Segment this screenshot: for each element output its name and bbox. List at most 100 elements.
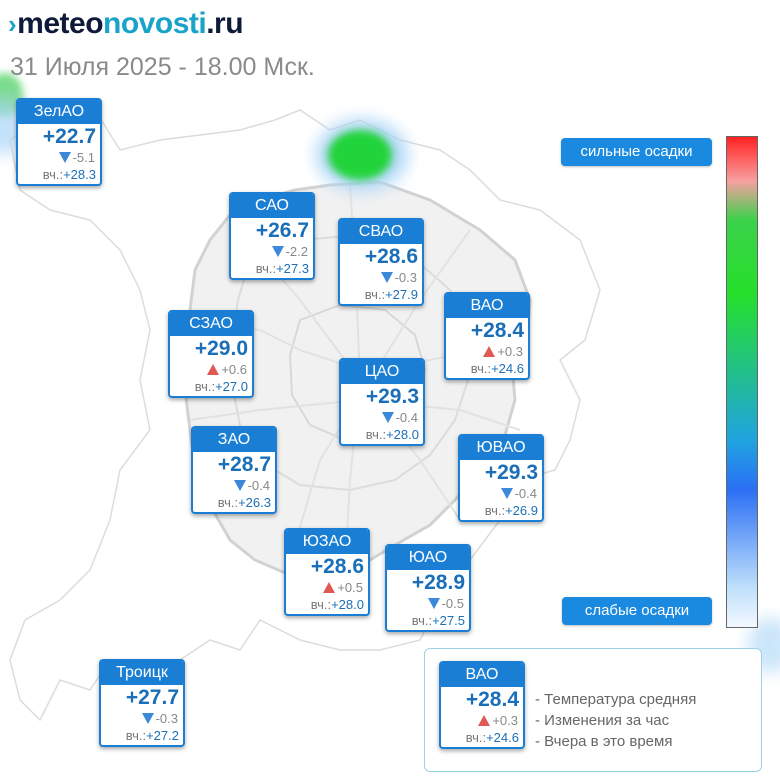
legend-sample-temp: +28.4 (465, 688, 519, 711)
legend-sample-yesterday: вч.:+24.6 (441, 729, 523, 747)
arrow-down-icon (58, 152, 71, 163)
district-yesterday: вч.:+28.0 (286, 596, 368, 614)
district-card-yuao[interactable]: ЮАО +28.9 -0.5 вч.:+27.5 (385, 544, 471, 632)
legend-line-change: - Изменения за час (535, 712, 670, 729)
district-card-zelao[interactable]: ЗелАО +22.7 -5.1 вч.:+28.3 (16, 98, 102, 186)
district-yesterday: вч.:+26.3 (193, 494, 275, 512)
district-yesterday-value: +28.3 (63, 167, 96, 182)
legend-line-yesterday: - Вчера в это время (535, 733, 673, 750)
district-yesterday: вч.:+28.0 (341, 426, 423, 444)
district-name: СВАО (340, 220, 422, 244)
arrow-down-icon (500, 488, 513, 499)
district-yesterday: вч.:+27.5 (387, 612, 469, 630)
district-card-sao[interactable]: САО +26.7 -2.2 вч.:+27.3 (229, 192, 315, 280)
district-card-yuzao[interactable]: ЮЗАО +28.6 +0.5 вч.:+28.0 (284, 528, 370, 616)
arrow-down-icon (233, 480, 246, 491)
district-card-cao[interactable]: ЦАО +29.3 -0.4 вч.:+28.0 (339, 358, 425, 446)
logo-text-part2: novosti (103, 7, 207, 40)
arrow-down-icon (141, 713, 154, 724)
arrow-up-icon (483, 346, 496, 357)
district-yesterday: вч.:+24.6 (446, 360, 528, 378)
district-name: ЮЗАО (286, 530, 368, 554)
legend-line-temp: - Температура средняя (535, 691, 697, 708)
district-yesterday-value: +24.6 (491, 361, 524, 376)
district-name: ЗелАО (18, 100, 100, 124)
district-yesterday-label: вч.: (484, 503, 506, 518)
district-change-value: -0.4 (514, 486, 537, 501)
logo-text-part1: meteo (17, 7, 104, 40)
district-change: -0.3 (101, 711, 183, 727)
district-yesterday-label: вч.: (255, 261, 277, 276)
district-temp: +28.7 (217, 453, 271, 476)
district-name: СЗАО (170, 312, 252, 336)
arrow-down-icon (271, 246, 284, 257)
logo-text-part3: .ru (206, 7, 244, 40)
precipitation-scale-bar (726, 136, 758, 628)
district-yesterday-value: +26.9 (505, 503, 538, 518)
district-change: -0.4 (460, 486, 542, 502)
district-change: -0.4 (341, 410, 423, 426)
forecast-date: 31 Июля 2025 - 18.00 Мск. (10, 53, 315, 81)
district-change-value: -0.3 (155, 711, 178, 726)
district-change: -0.3 (340, 270, 422, 286)
district-yesterday: вч.:+28.3 (18, 166, 100, 184)
district-yesterday: вч.:+27.0 (170, 378, 252, 396)
legend-sample-yesterday-value: +24.6 (486, 730, 519, 745)
district-name: ЮАО (387, 546, 469, 570)
district-change-value: -0.5 (441, 596, 464, 611)
district-change-value: -0.3 (394, 270, 417, 285)
district-yesterday-value: +27.2 (146, 728, 179, 743)
legend-sample-name: ВАО (441, 663, 523, 687)
district-change: +0.3 (446, 344, 528, 360)
arrow-down-icon (427, 598, 440, 609)
district-yesterday-label: вч.: (470, 361, 492, 376)
district-change: -0.4 (193, 478, 275, 494)
district-name: Троицк (101, 661, 183, 685)
district-name: САО (231, 194, 313, 218)
district-temp: +29.0 (194, 337, 248, 360)
legend-sample-yesterday-label: вч.: (465, 730, 487, 745)
district-change: -2.2 (231, 244, 313, 260)
district-yesterday-value: +27.9 (385, 287, 418, 302)
district-temp: +28.4 (470, 319, 524, 342)
district-temp: +22.7 (42, 125, 96, 148)
district-change-value: +0.6 (221, 362, 247, 377)
district-yesterday-value: +27.5 (432, 613, 465, 628)
district-card-troitsk[interactable]: Троицк +27.7 -0.3 вч.:+27.2 (99, 659, 185, 747)
district-card-zao[interactable]: ЗАО +28.7 -0.4 вч.:+26.3 (191, 426, 277, 514)
district-card-vao[interactable]: ВАО +28.4 +0.3 вч.:+24.6 (444, 292, 530, 380)
district-change-value: -5.1 (72, 150, 95, 165)
district-change: +0.6 (170, 362, 252, 378)
light-precip-label: слабые осадки (562, 597, 712, 625)
district-yesterday-label: вч.: (217, 495, 239, 510)
district-yesterday-value: +28.0 (331, 597, 364, 612)
district-temp: +29.3 (365, 385, 419, 408)
district-change: +0.5 (286, 580, 368, 596)
arrow-down-icon (381, 412, 394, 423)
district-yesterday-label: вч.: (310, 597, 332, 612)
district-change-value: +0.3 (497, 344, 523, 359)
arrow-up-icon (323, 582, 336, 593)
district-card-yuvao[interactable]: ЮВАО +29.3 -0.4 вч.:+26.9 (458, 434, 544, 522)
arrow-down-icon (380, 272, 393, 283)
district-yesterday-label: вч.: (411, 613, 433, 628)
district-temp: +27.7 (125, 686, 179, 709)
district-change-value: +0.5 (337, 580, 363, 595)
district-temp: +28.6 (364, 245, 418, 268)
district-card-svao[interactable]: СВАО +28.6 -0.3 вч.:+27.9 (338, 218, 424, 306)
district-temp: +28.6 (310, 555, 364, 578)
district-change-value: -2.2 (285, 244, 308, 259)
legend-descriptions: - Температура средняя - Изменения за час… (535, 689, 696, 752)
district-yesterday-label: вч.: (42, 167, 64, 182)
district-change: -0.5 (387, 596, 469, 612)
district-yesterday-value: +27.3 (276, 261, 309, 276)
site-logo[interactable]: ›meteonovosti.ru (8, 6, 244, 42)
arrow-up-icon (207, 364, 220, 375)
legend-sample-card: ВАО +28.4 +0.3 вч.:+24.6 (439, 661, 525, 749)
district-yesterday: вч.:+27.9 (340, 286, 422, 304)
district-card-szao[interactable]: СЗАО +29.0 +0.6 вч.:+27.0 (168, 310, 254, 398)
arrow-up-icon (478, 715, 491, 726)
legend-sample-change: +0.3 (441, 713, 523, 729)
district-name: ЗАО (193, 428, 275, 452)
